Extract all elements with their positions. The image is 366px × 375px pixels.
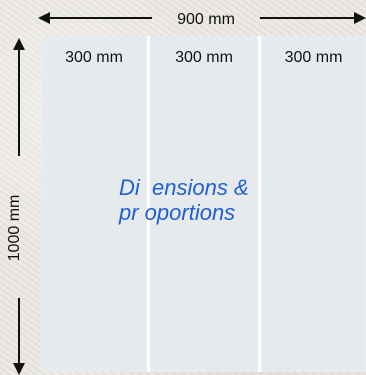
caption-line-2: pr oportions bbox=[119, 199, 236, 225]
height-dimension-arrow: 1000 mm bbox=[6, 38, 25, 375]
panel-2: 300 mm bbox=[150, 36, 258, 372]
dimensions-caption: Di ensions & pr oportions bbox=[119, 175, 249, 225]
panel-2-width-label: 300 mm bbox=[175, 49, 233, 66]
width-dimension-label: 900 mm bbox=[177, 11, 235, 28]
panel-3-width-label: 300 mm bbox=[284, 49, 343, 66]
panel-group: 300 mm 300 mm 300 mm bbox=[41, 36, 366, 372]
panel-seam-1 bbox=[147, 36, 150, 372]
caption-line-1: Di ensions & bbox=[119, 175, 249, 200]
height-dimension-label: 1000 mm bbox=[6, 195, 23, 262]
panel-seam-2 bbox=[258, 36, 261, 372]
panel-1-width-label: 300 mm bbox=[65, 49, 123, 66]
panel-1: 300 mm bbox=[41, 36, 147, 372]
panel-3: 300 mm bbox=[261, 36, 366, 372]
width-dimension-arrow: 900 mm bbox=[38, 11, 366, 28]
